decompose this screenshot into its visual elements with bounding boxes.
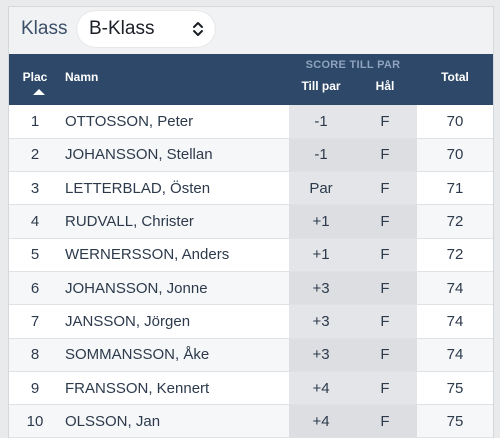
table-header-row: Plac Namn SCORE TILL PAR Till par Hål To…: [9, 54, 493, 105]
cell-hal: F: [353, 138, 417, 172]
cell-plac: 1: [30, 112, 40, 130]
table-row[interactable]: 4 RUDVALL, Christer +1 F 72: [9, 204, 493, 239]
cell-tillpar: +4: [289, 371, 353, 405]
cell-namn: FRANSSON, Kennert: [65, 379, 210, 397]
class-select-value: B-Klass: [89, 18, 155, 39]
cell-hal: F: [353, 304, 417, 339]
table-row[interactable]: 7 JANSSON, Jörgen +3 F 74: [9, 304, 493, 339]
cell-plac: 6: [30, 279, 40, 297]
cell-plac: 8: [30, 346, 40, 364]
table-row[interactable]: 10 OLSSON, Jan +4 F 75: [9, 404, 493, 438]
cell-plac: 10: [26, 412, 44, 430]
table-row[interactable]: 2 JOHANSSON, Stellan -1 F 70: [9, 138, 493, 172]
column-header-namn[interactable]: Namn: [65, 70, 99, 84]
cell-total: 72: [446, 213, 464, 231]
cell-namn: OTTOSSON, Peter: [65, 112, 194, 130]
column-header-total[interactable]: Total: [441, 69, 469, 84]
cell-total: 74: [446, 346, 464, 364]
cell-namn: LETTERBLAD, Östen: [65, 179, 211, 197]
table-row[interactable]: 8 SOMMANSSON, Åke +3 F 74: [9, 338, 493, 372]
class-select[interactable]: B-Klass: [77, 11, 215, 47]
cell-namn: JOHANSSON, Stellan: [65, 146, 213, 164]
column-header-tillpar[interactable]: SCORE TILL PAR Till par: [289, 54, 400, 105]
cell-plac: 4: [30, 213, 40, 231]
class-label: Klass: [21, 18, 68, 39]
cell-total: 75: [446, 379, 464, 397]
leaderboard-table: Plac Namn SCORE TILL PAR Till par Hål To…: [9, 54, 493, 438]
table-row[interactable]: 9 FRANSSON, Kennert +4 F 75: [9, 371, 493, 405]
cell-total: 71: [446, 179, 464, 197]
cell-tillpar: -1: [289, 138, 353, 172]
leaderboard-panel: Klass B-Klass Plac Namn: [8, 6, 494, 438]
cell-hal: F: [353, 338, 417, 372]
cell-total: 75: [446, 412, 464, 430]
cell-plac: 9: [30, 379, 40, 397]
table-row[interactable]: 1 OTTOSSON, Peter -1 F 70: [9, 105, 493, 139]
chevron-up-down-icon: [193, 22, 203, 36]
cell-plac: 7: [30, 312, 40, 330]
column-header-plac[interactable]: Plac: [9, 54, 61, 105]
cell-total: 74: [446, 279, 464, 297]
cell-hal: F: [353, 105, 417, 139]
sort-ascending-icon: [33, 89, 45, 95]
cell-hal: F: [353, 171, 417, 205]
cell-namn: RUDVALL, Christer: [65, 213, 194, 231]
table-row[interactable]: 6 JOHANSSON, Jonne +3 F 74: [9, 271, 493, 305]
cell-namn: WERNERSSON, Anders: [65, 246, 230, 264]
cell-tillpar: +1: [289, 238, 353, 272]
cell-hal: F: [353, 238, 417, 272]
cell-tillpar: +3: [289, 271, 353, 305]
class-filter-bar: Klass B-Klass: [9, 7, 493, 53]
cell-hal: F: [353, 204, 417, 239]
cell-tillpar: +3: [289, 304, 353, 339]
score-group-header: SCORE TILL PAR: [305, 59, 401, 71]
cell-plac: 3: [30, 179, 40, 197]
cell-hal: F: [353, 271, 417, 305]
cell-tillpar: +4: [289, 404, 353, 438]
cell-total: 72: [446, 246, 464, 264]
cell-tillpar: -1: [289, 105, 353, 139]
cell-namn: OLSSON, Jan: [65, 412, 161, 430]
column-header-hal[interactable]: Hål: [375, 78, 395, 93]
cell-plac: 2: [30, 146, 40, 164]
cell-hal: F: [353, 371, 417, 405]
cell-namn: JANSSON, Jörgen: [65, 312, 191, 330]
cell-total: 70: [446, 146, 464, 164]
cell-namn: SOMMANSSON, Åke: [65, 346, 210, 364]
table-row[interactable]: 5 WERNERSSON, Anders +1 F 72: [9, 238, 493, 272]
cell-tillpar: Par: [289, 171, 353, 205]
table-row[interactable]: 3 LETTERBLAD, Östen Par F 71: [9, 171, 493, 205]
cell-total: 70: [446, 112, 464, 130]
cell-namn: JOHANSSON, Jonne: [65, 279, 208, 297]
cell-tillpar: +3: [289, 338, 353, 372]
cell-total: 74: [446, 312, 464, 330]
cell-plac: 5: [30, 246, 40, 264]
cell-hal: F: [353, 404, 417, 438]
cell-tillpar: +1: [289, 204, 353, 239]
